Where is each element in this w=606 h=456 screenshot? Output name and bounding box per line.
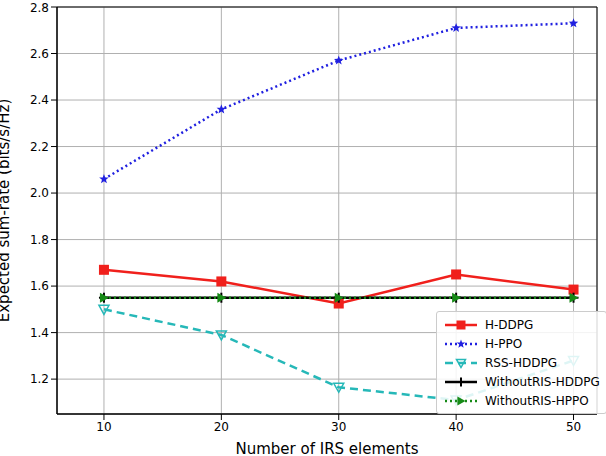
svg-text:30: 30 [331,420,346,434]
html-text:H-PPO: H-PPO [485,336,523,351]
html-text:WithoutRIS-HDDPG: WithoutRIS-HDDPG [485,374,600,389]
svg-text:20: 20 [214,420,229,434]
svg-text:Number of IRS elements: Number of IRS elements [235,440,418,456]
svg-text:50: 50 [566,420,581,434]
svg-text:1.2: 1.2 [30,372,49,386]
svg-text:2.2: 2.2 [30,140,49,154]
svg-text:1.8: 1.8 [30,233,49,247]
svg-text:10: 10 [96,420,111,434]
html-text:WithoutRIS-HPPO: WithoutRIS-HPPO [485,393,589,408]
html-text:H-DDPG: H-DDPG [485,317,534,332]
svg-text:Expected sum-rate (bits/s/Hz): Expected sum-rate (bits/s/Hz) [8,99,13,323]
html-text:RSS-HDDPG: RSS-HDDPG [485,355,557,370]
svg-text:1.4: 1.4 [30,326,49,340]
svg-text:2.8: 2.8 [30,1,49,15]
svg-text:2.4: 2.4 [30,93,49,107]
svg-text:2.0: 2.0 [30,186,49,200]
svg-text:2.6: 2.6 [30,47,49,61]
svg-text:40: 40 [448,420,463,434]
svg-text:1.6: 1.6 [30,279,49,293]
